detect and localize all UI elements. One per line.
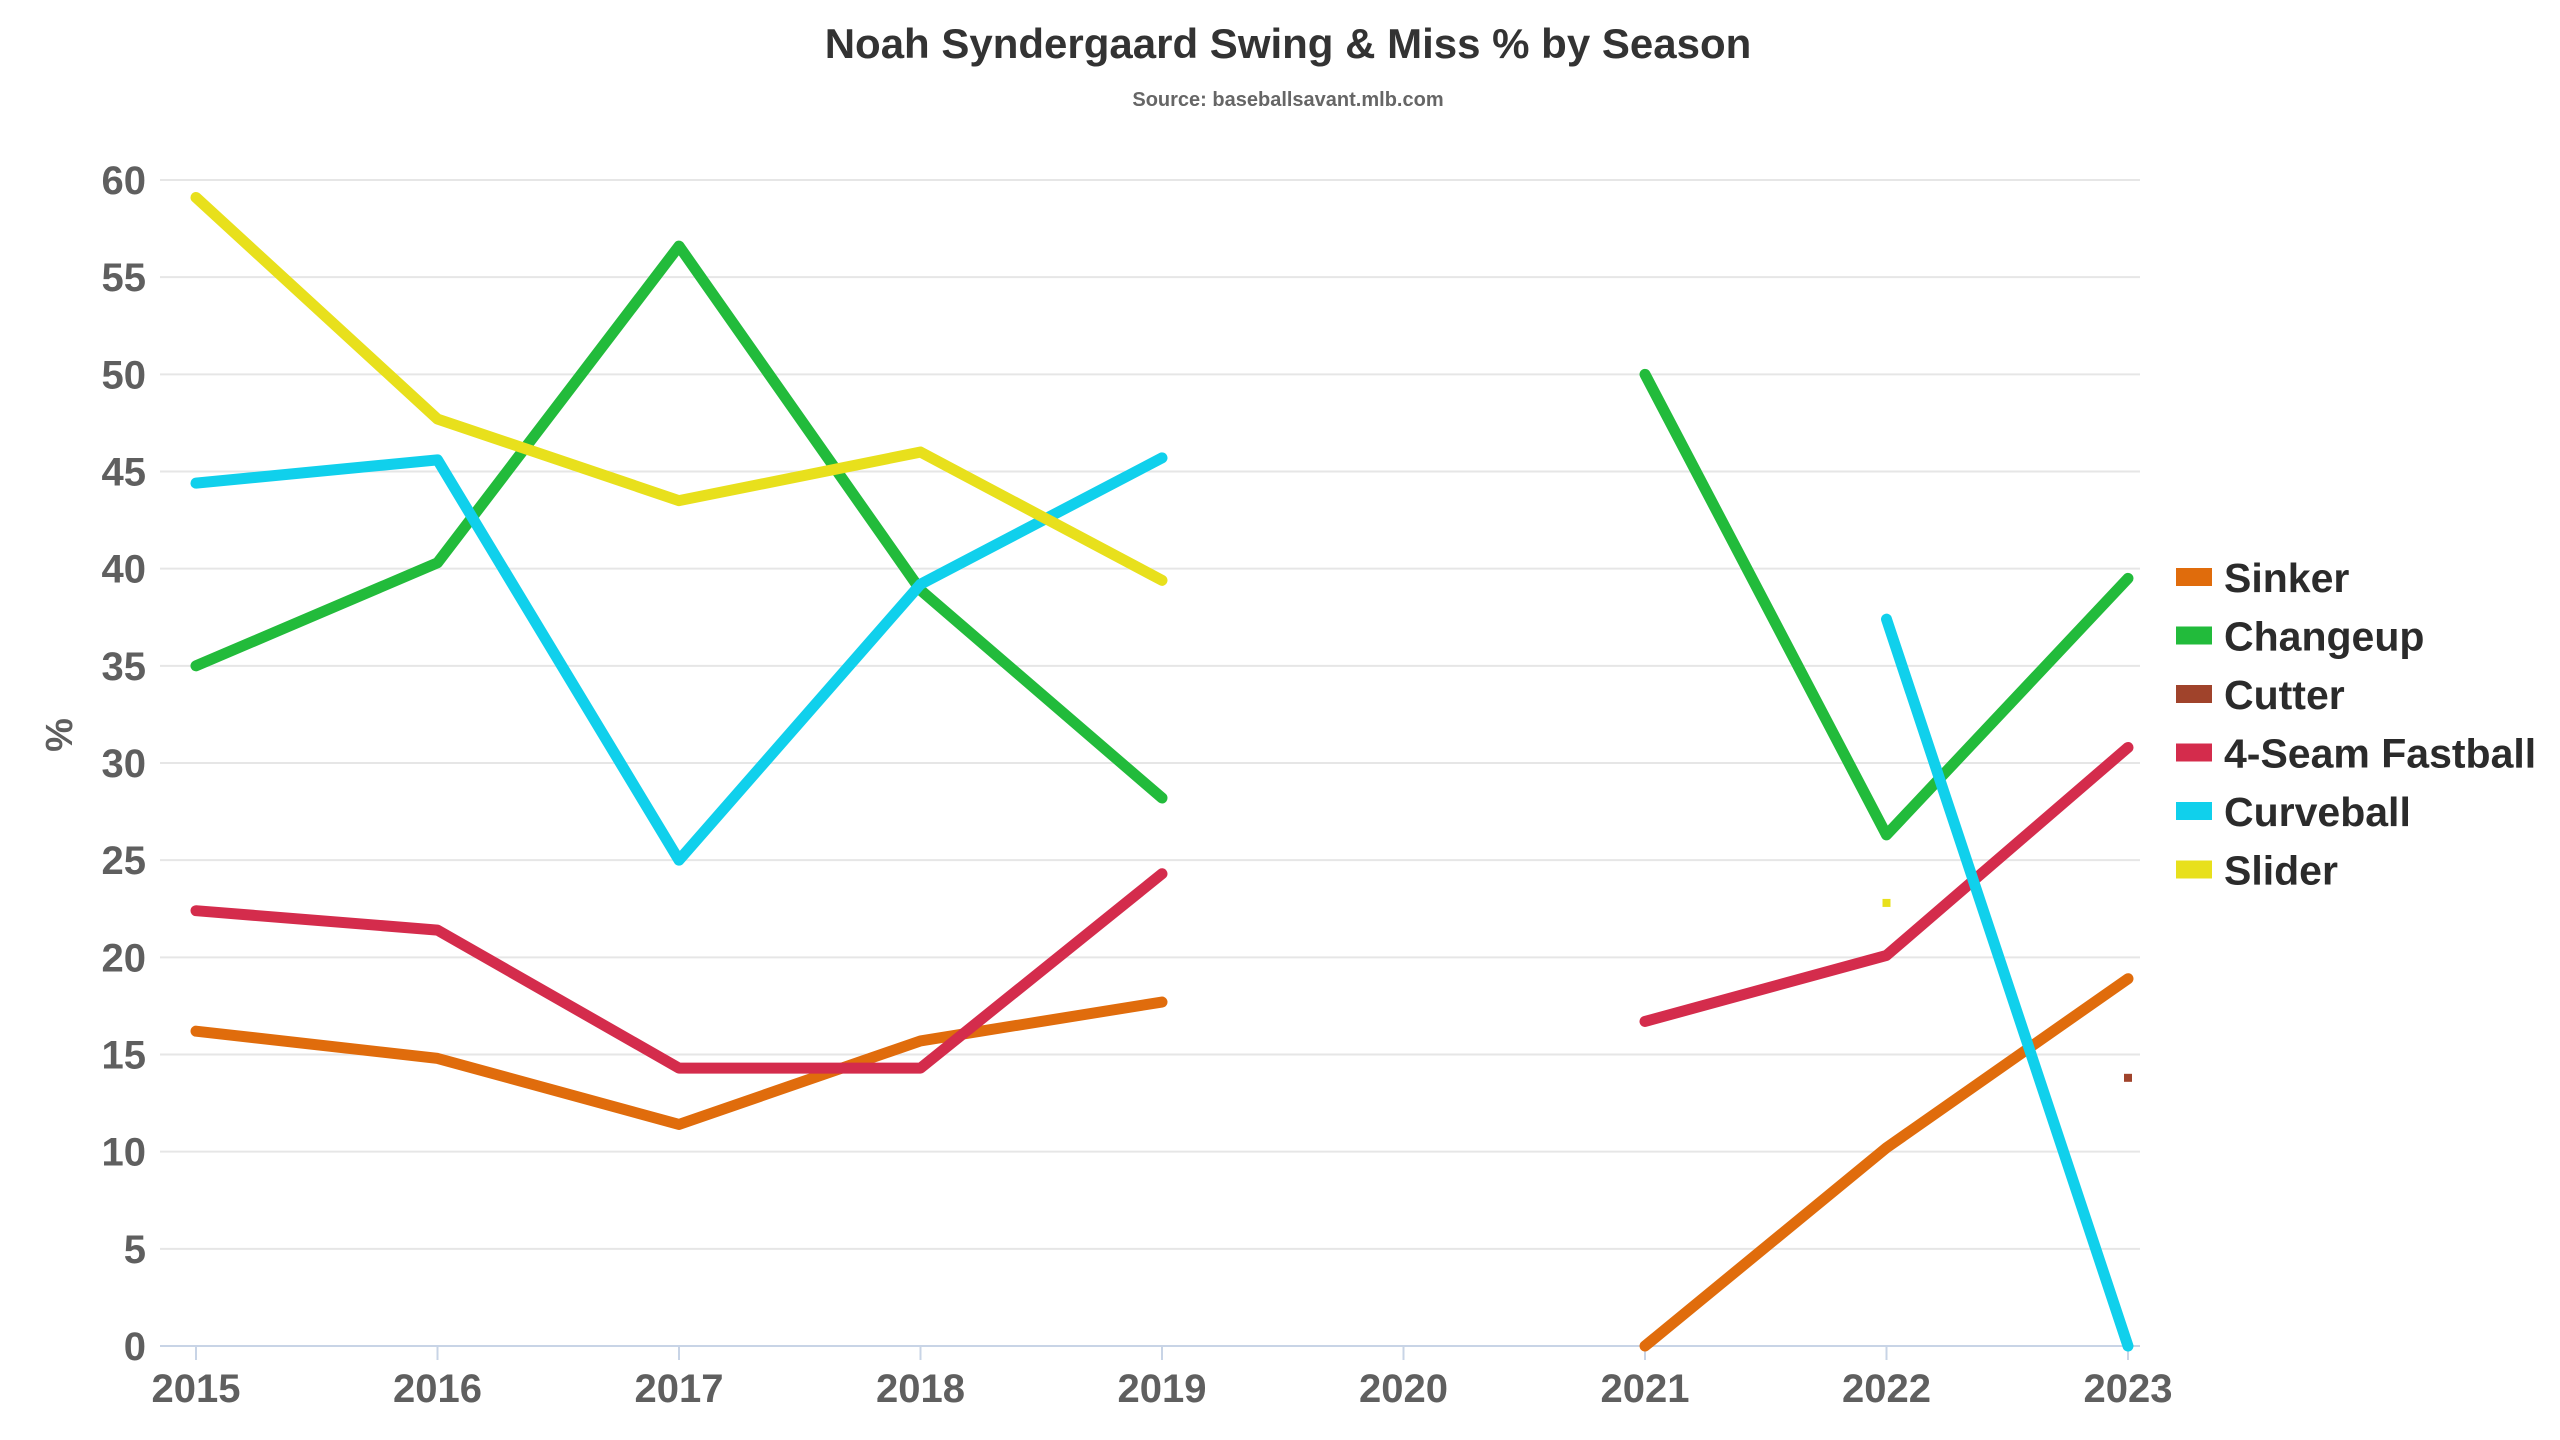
y-tick-label: 5 — [124, 1228, 146, 1272]
series-line — [190, 191, 1168, 586]
y-axis-ticks: 0 5 10 15 20 25 30 35 40 45 50 55 60 — [102, 159, 147, 1369]
data-point — [1882, 898, 1891, 907]
legend-label: Cutter — [2224, 672, 2345, 718]
x-axis-ticks: 2015 2016 2017 2018 2019 2020 2021 2022 2023 — [152, 1346, 2173, 1411]
series-curveball — [190, 452, 2134, 1352]
series-line — [1639, 368, 2134, 841]
legend-swatch — [2176, 568, 2212, 586]
y-tick-label: 15 — [102, 1034, 147, 1078]
series-line — [190, 240, 1168, 804]
x-tick-label: 2020 — [1359, 1367, 1448, 1411]
legend-swatch — [2176, 860, 2212, 879]
legend-label: Changeup — [2224, 614, 2424, 660]
x-tick-label: 2021 — [1601, 1367, 1690, 1411]
series-lines — [190, 191, 2134, 1352]
series-4-seam-fastball — [190, 741, 2134, 1074]
x-tick-label: 2022 — [1842, 1367, 1931, 1411]
series-line — [1639, 741, 2134, 1027]
y-tick-label: 45 — [102, 451, 147, 495]
series-line — [190, 452, 1168, 866]
legend-item[interactable]: Curveball — [2176, 789, 2411, 835]
legend-label: 4-Seam Fastball — [2224, 731, 2536, 777]
legend-swatch — [2176, 743, 2212, 762]
legend-item[interactable]: Sinker — [2176, 555, 2349, 601]
chart-subtitle: Source: baseballsavant.mlb.com — [1132, 89, 1443, 111]
y-tick-label: 55 — [102, 256, 147, 300]
legend-swatch — [2176, 626, 2212, 645]
y-tick-label: 60 — [102, 159, 147, 203]
x-tick-label: 2015 — [152, 1367, 241, 1411]
legend-swatch — [2176, 685, 2212, 703]
x-tick-label: 2019 — [1118, 1367, 1207, 1411]
series-cutter — [2124, 1073, 2132, 1082]
legend-item[interactable]: 4-Seam Fastball — [2176, 731, 2536, 777]
series-line — [190, 868, 1168, 1074]
x-tick-label: 2016 — [393, 1367, 482, 1411]
legend-label: Slider — [2224, 848, 2338, 894]
series-line — [1881, 613, 2134, 1352]
y-tick-label: 0 — [124, 1325, 146, 1369]
series-line — [1639, 973, 2134, 1352]
series-sinker — [190, 973, 2134, 1352]
x-tick-label: 2018 — [876, 1367, 965, 1411]
legend-swatch — [2176, 802, 2212, 820]
series-line — [190, 996, 1168, 1130]
y-tick-label: 30 — [102, 742, 147, 786]
y-tick-label: 20 — [102, 936, 147, 980]
y-tick-label: 25 — [102, 839, 147, 883]
series-changeup — [190, 240, 2134, 841]
gridlines — [160, 179, 2140, 1250]
y-tick-label: 40 — [102, 548, 147, 592]
legend-item[interactable]: Cutter — [2176, 672, 2345, 718]
series-slider — [190, 191, 1891, 907]
y-tick-label: 10 — [102, 1131, 147, 1175]
chart-title: Noah Syndergaard Swing & Miss % by Seaso… — [825, 20, 1752, 67]
legend-label: Curveball — [2224, 789, 2411, 835]
legend[interactable]: Sinker Changeup Cutter 4-Seam Fastball Curve… — [2176, 555, 2536, 894]
y-axis-label: % — [39, 718, 81, 752]
y-tick-label: 50 — [102, 353, 147, 397]
x-tick-label: 2023 — [2084, 1367, 2173, 1411]
x-tick-label: 2017 — [635, 1367, 724, 1411]
legend-label: Sinker — [2224, 555, 2349, 601]
legend-item[interactable]: Changeup — [2176, 614, 2424, 660]
y-tick-label: 35 — [102, 645, 147, 689]
legend-item[interactable]: Slider — [2176, 848, 2338, 894]
data-point — [2124, 1073, 2132, 1082]
